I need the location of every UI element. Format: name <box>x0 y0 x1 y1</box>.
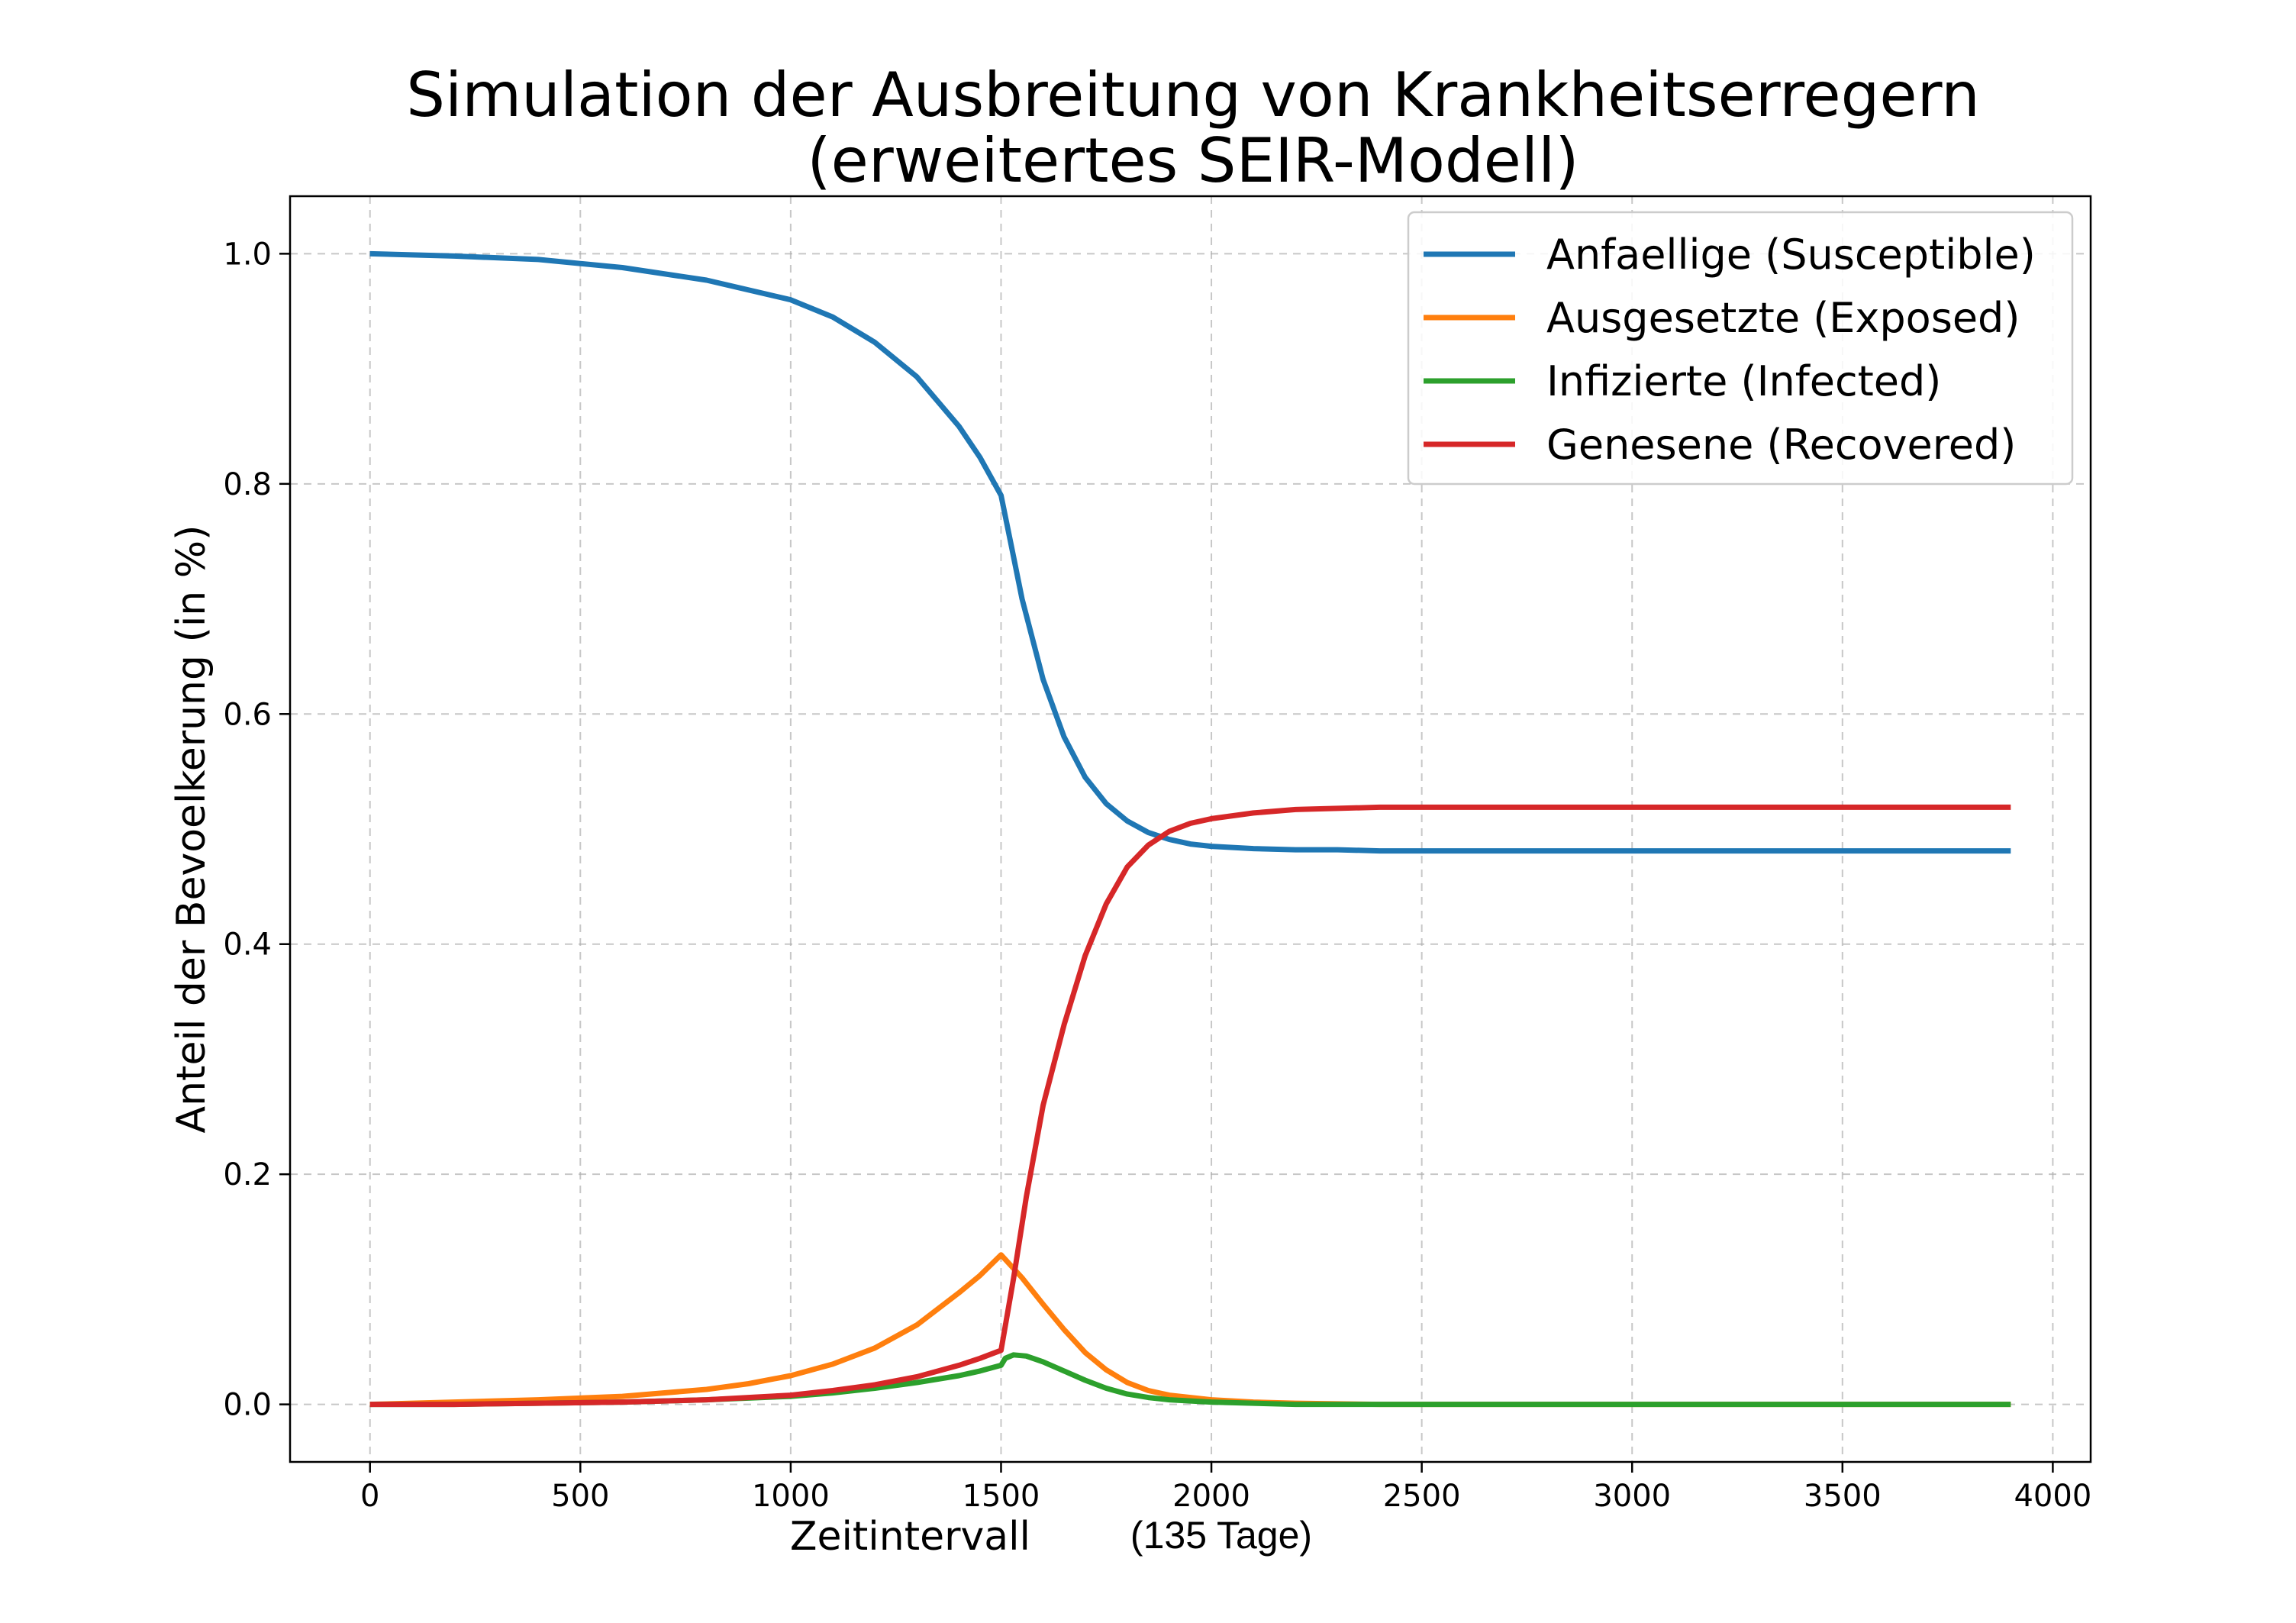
y-axis-label: Anteil der Bevoelkerung (in %) <box>169 525 214 1134</box>
chart-title-line-2: (erweitertes SEIR-Modell) <box>807 125 1578 196</box>
legend-label-anfaellige-susceptible: Anfaellige (Susceptible) <box>1546 231 2036 279</box>
y-tick-label: 0.2 <box>223 1157 272 1192</box>
x-axis-label-note: (135 Tage) <box>1130 1514 1312 1557</box>
legend-label-infizierte-infected: Infizierte (Infected) <box>1546 357 1941 405</box>
x-tick-label: 2000 <box>1172 1479 1250 1514</box>
y-tick-label: 0.0 <box>223 1388 272 1423</box>
x-tick-label: 3500 <box>1804 1479 1882 1514</box>
x-tick-label: 0 <box>360 1479 379 1514</box>
y-axis-ticks: 0.0 0.2 0.4 0.6 0.8 1.0 <box>223 237 290 1423</box>
series-line-anfaellige-susceptible <box>369 250 2011 854</box>
x-tick-label: 3000 <box>1593 1479 1671 1514</box>
x-tick-label: 4000 <box>2014 1479 2091 1514</box>
x-tick-label: 1500 <box>963 1479 1040 1514</box>
y-tick-label: 0.6 <box>223 697 272 732</box>
x-axis-ticks: 0 500 1000 1500 2000 2500 3000 3500 4000 <box>360 1462 2091 1514</box>
y-tick-label: 0.4 <box>223 928 272 963</box>
legend-label-genesene-recovered: Genesene (Recovered) <box>1546 421 2016 469</box>
legend: Anfaellige (Susceptible) Ausgesetzte (Exp… <box>1407 211 2074 486</box>
series-line-genesene-recovered <box>369 804 2011 1408</box>
x-tick-label: 1000 <box>752 1479 830 1514</box>
legend-label-ausgesetzte-exposed: Ausgesetzte (Exposed) <box>1546 294 2020 342</box>
x-axis-label: Zeitintervall <box>790 1514 1030 1560</box>
series-line-ausgesetzte-exposed <box>369 1252 2011 1408</box>
series-layer <box>369 250 2011 1408</box>
chart-title-line-1: Simulation der Ausbreitung von Krankheit… <box>406 60 1980 131</box>
y-tick-label: 1.0 <box>223 237 272 272</box>
legend-box <box>1407 211 2074 486</box>
plot-frame <box>289 195 2092 1463</box>
y-tick-label: 0.8 <box>223 467 272 502</box>
x-tick-label: 500 <box>551 1479 609 1514</box>
legend-items: Anfaellige (Susceptible) Ausgesetzte (Exp… <box>1424 231 2036 469</box>
x-tick-label: 2500 <box>1383 1479 1461 1514</box>
